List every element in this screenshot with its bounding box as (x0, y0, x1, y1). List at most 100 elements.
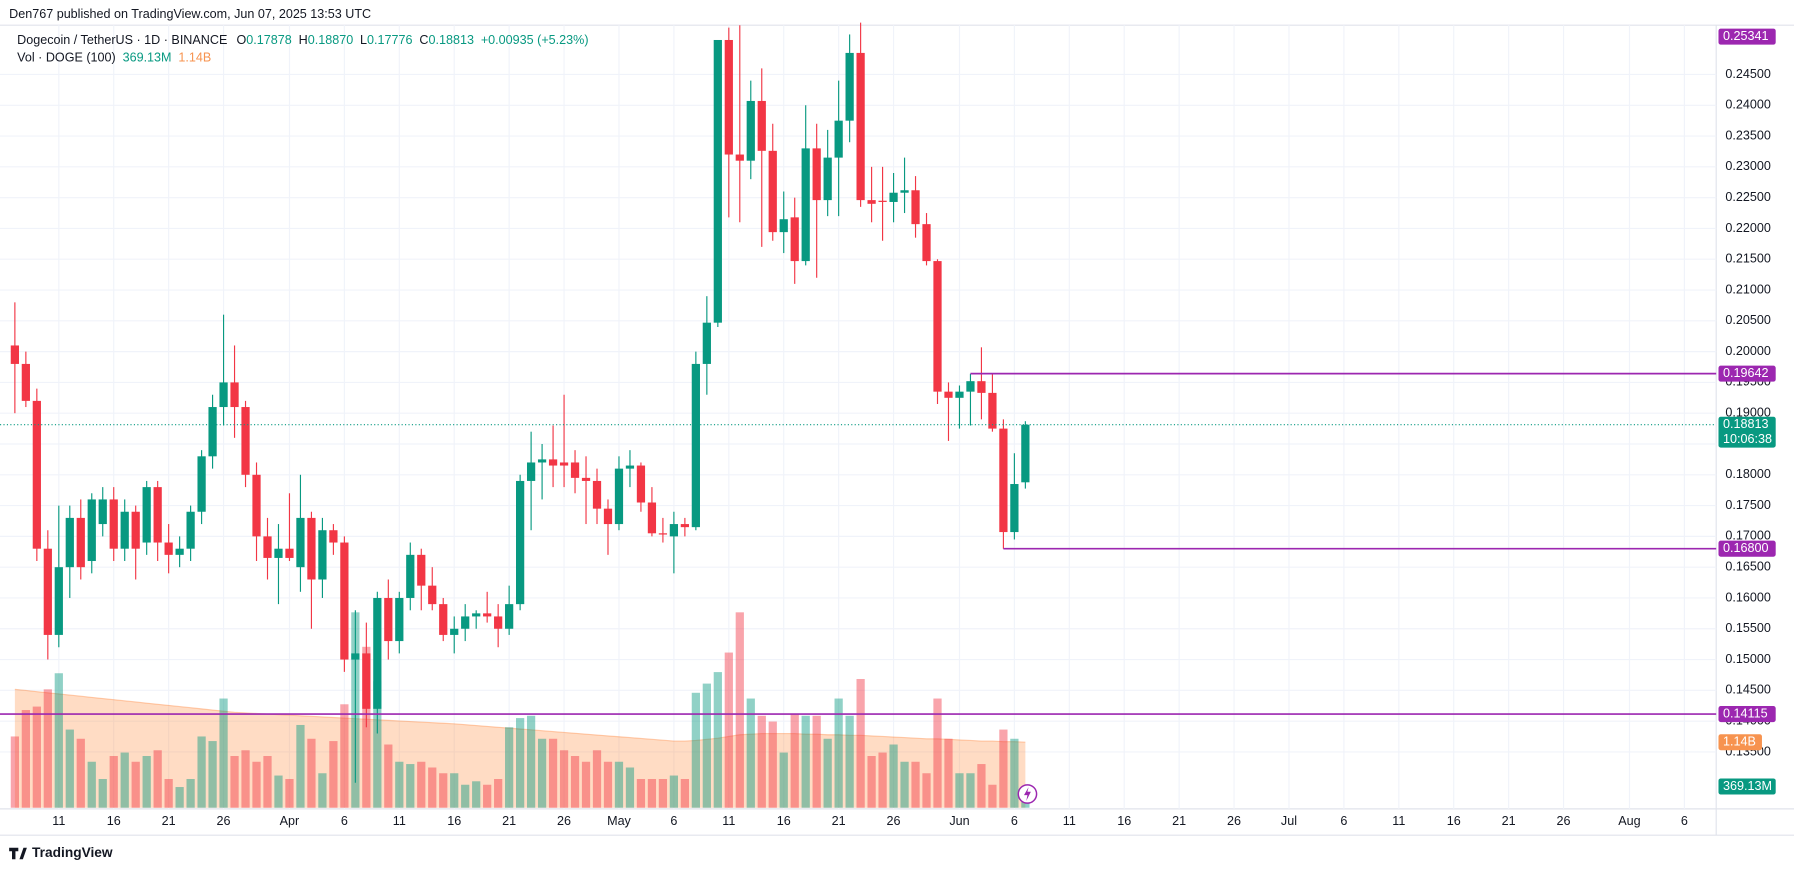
candle-body (87, 499, 96, 562)
level-label: 0.16800 (1723, 541, 1768, 555)
y-tick-label: 0.18000 (1725, 467, 1770, 481)
volume-bar (307, 738, 316, 808)
candle-body (801, 148, 810, 262)
volume-bar (812, 715, 821, 808)
volume-bar (296, 724, 305, 808)
volume-bar (724, 652, 733, 808)
current-price-box (1718, 416, 1776, 448)
volume-bar (614, 761, 624, 808)
x-tick-label: Apr (280, 814, 300, 828)
volume-bar (494, 778, 503, 808)
candle-body (779, 219, 788, 233)
y-tick-label: 0.17500 (1725, 498, 1770, 512)
x-tick-label: 21 (832, 814, 846, 828)
candle-body (263, 536, 272, 558)
candle-body (109, 499, 118, 549)
candle-body (856, 52, 865, 201)
candle-body (76, 517, 85, 568)
candle-body (120, 511, 129, 549)
volume-ma-label: 1.14B (1723, 735, 1756, 749)
volume-bar (186, 778, 195, 808)
y-tick-label: 0.21500 (1725, 252, 1770, 266)
candle-body (307, 517, 316, 580)
volume-bar (768, 721, 777, 808)
volume-bar (603, 761, 613, 808)
candle-body (999, 428, 1008, 533)
volume-bar (175, 787, 184, 808)
candle-body (439, 604, 448, 635)
volume-bar (801, 715, 810, 808)
candle-body (54, 567, 63, 635)
volume-bar (472, 781, 481, 808)
candle-body (955, 391, 964, 398)
volume-bar (43, 689, 52, 808)
volume-label: 369.13M (1723, 779, 1772, 793)
candle-body (417, 554, 426, 586)
volume-bar (746, 698, 755, 808)
candle-body (790, 217, 799, 262)
candle-body (43, 548, 52, 635)
legend-value: 0.17776 (367, 34, 412, 48)
candle-body (483, 613, 492, 617)
logo-mark (9, 847, 27, 860)
candle-body (296, 517, 305, 568)
candle-body (614, 468, 624, 525)
candle-body (65, 517, 74, 568)
x-tick-label: 16 (447, 814, 461, 828)
countdown: 10:06:38 (1723, 432, 1772, 446)
volume-bar (384, 744, 393, 808)
x-tick-label: 21 (1502, 814, 1516, 828)
replay-icon[interactable] (1017, 784, 1038, 804)
candle-body (461, 616, 470, 629)
level-label: 0.14115 (1723, 706, 1768, 720)
y-tick-label: 0.24000 (1725, 98, 1770, 112)
volume-bar (636, 778, 646, 808)
volume-bar (263, 756, 272, 808)
candle-body (768, 150, 777, 233)
level-label-box (1718, 28, 1776, 45)
y-tick-label: 0.17000 (1725, 529, 1770, 543)
volume-bar (483, 784, 492, 808)
candle-body (142, 487, 151, 543)
candle-body (131, 511, 140, 549)
candle-body (516, 480, 525, 605)
candle-body (691, 363, 700, 528)
volume-bar (417, 761, 426, 808)
volume-bar (428, 767, 437, 808)
candle-body (472, 613, 481, 617)
volume-bar (197, 736, 206, 808)
x-tick-label: 26 (887, 814, 901, 828)
candle-body (713, 39, 722, 323)
volume-bar (922, 773, 931, 808)
volume-bar (757, 715, 766, 808)
x-tick-label: 16 (1117, 814, 1131, 828)
x-tick-label: 16 (777, 814, 791, 828)
legend-change: +0.00935 (+5.23%) (481, 34, 589, 48)
volume-bar (526, 715, 536, 808)
volume-bar (845, 715, 854, 808)
x-tick-label: 6 (1681, 814, 1688, 828)
volume-bar (867, 756, 876, 808)
y-tick-label: 0.22500 (1725, 190, 1770, 204)
y-tick-label: 0.20500 (1725, 313, 1770, 327)
volume-bar (933, 698, 942, 808)
volume-bar (911, 761, 920, 808)
candle-body (812, 148, 821, 201)
candle-body (362, 653, 371, 709)
volume-bar (548, 738, 558, 808)
volume-bar (537, 738, 547, 808)
x-tick-label: 16 (1447, 814, 1461, 828)
x-tick-label: 6 (1011, 814, 1018, 828)
candle-body (98, 499, 107, 525)
volume-ma-line (14, 688, 1026, 743)
volume-bar (680, 778, 689, 808)
candle-body (1021, 424, 1030, 483)
x-tick-label: Jun (949, 814, 969, 828)
volume-bar (65, 729, 74, 808)
volume-bar (735, 612, 744, 808)
candle-body (746, 100, 755, 161)
volume-bar (977, 764, 986, 808)
candle-body (669, 524, 679, 537)
x-tick-label: Aug (1618, 814, 1640, 828)
x-tick-label: 11 (722, 814, 735, 828)
